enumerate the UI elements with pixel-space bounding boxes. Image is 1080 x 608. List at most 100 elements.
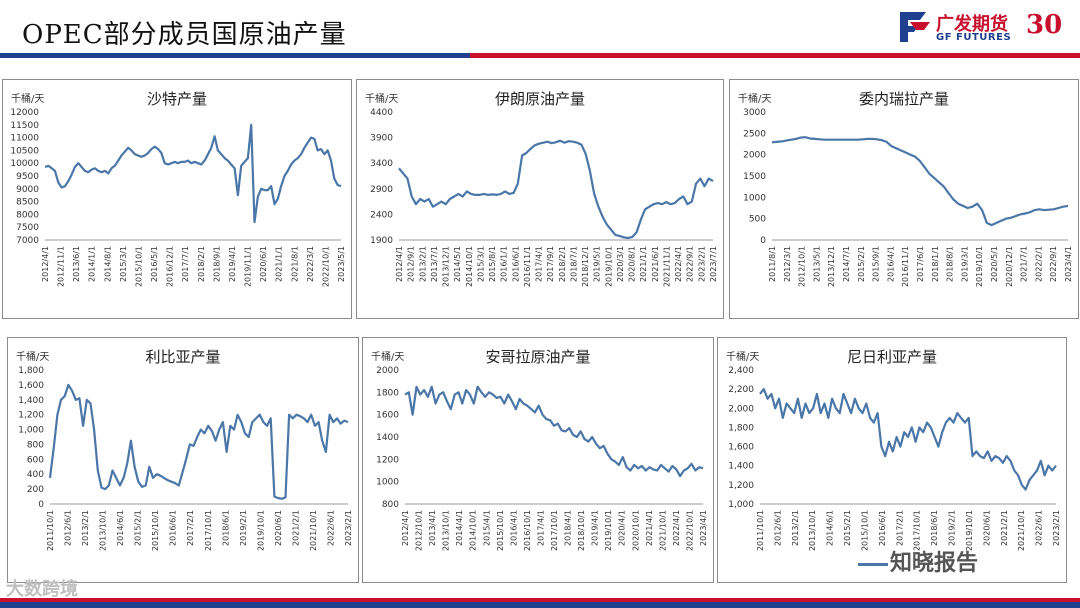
y-tick-label: 2400 bbox=[370, 210, 393, 220]
x-tick-label: 2021/2/1 bbox=[291, 510, 300, 546]
x-tick-label: 2016/6/1 bbox=[878, 510, 887, 546]
chart-title: 沙特产量 bbox=[146, 90, 207, 108]
x-tick-label: 2017/2/1 bbox=[895, 510, 904, 546]
chart-panel-saudi: 千桶/天 沙特产量 7000 7500 8000 8500 9000 9500 10000 105… bbox=[2, 79, 352, 319]
series-line bbox=[44, 123, 342, 224]
x-tick-label: 2019/5/1 bbox=[593, 246, 602, 282]
x-tick-label: 2017/10/1 bbox=[204, 510, 213, 551]
x-tick-label: 2019/4/1 bbox=[591, 510, 600, 546]
header-rule-blue bbox=[0, 53, 720, 58]
x-tick-label: 2012/4/1 bbox=[401, 510, 410, 546]
x-tick-label: 2016/6/1 bbox=[169, 510, 178, 546]
x-tick-label: 2012/6/1 bbox=[64, 510, 73, 546]
x-tick-label: 2015/10/1 bbox=[151, 510, 160, 551]
y-tick-label: 1500 bbox=[743, 172, 766, 182]
x-tick-label: 2013/10/1 bbox=[442, 510, 451, 551]
chart-panel-angola: 千桶/天 安哥拉原油产量 800 1000 1200 1400 1600 1800 2000 20… bbox=[362, 337, 714, 583]
unit-label: 千桶/天 bbox=[365, 94, 399, 105]
y-tick-label: 1800 bbox=[376, 388, 399, 398]
chart-title: 利比亚产量 bbox=[145, 348, 221, 366]
x-tick-label: 2021/10/1 bbox=[1017, 510, 1026, 551]
chart-title: 伊朗原油产量 bbox=[494, 90, 585, 108]
y-tick-label: 1,000 bbox=[18, 426, 44, 436]
y-tick-label: 12000 bbox=[10, 108, 39, 118]
x-tick-label: 2016/11/1 bbox=[901, 246, 910, 287]
unit-label: 千桶/天 bbox=[16, 352, 50, 363]
x-tick-label: 2021/10/1 bbox=[658, 510, 667, 551]
y-tick-label: 1,000 bbox=[728, 500, 754, 510]
x-tick-label: 2020/12/1 bbox=[1005, 246, 1014, 287]
x-tick-label: 2019/3/1 bbox=[960, 246, 969, 282]
y-tick-label: 1,400 bbox=[728, 462, 754, 472]
y-tick-label: 1900 bbox=[370, 236, 393, 246]
x-tick-label: 2015/3/1 bbox=[476, 246, 485, 282]
y-tick-label: 3000 bbox=[743, 108, 766, 118]
x-tick-label: 2014/8/1 bbox=[103, 246, 112, 282]
chart-svg: 1,000 1,200 1,400 1,600 1,800 2,000 2,200 2,400… bbox=[728, 366, 1061, 551]
x-tick-label: 2012/4/1 bbox=[41, 246, 50, 282]
y-tick-label: 10000 bbox=[10, 159, 39, 169]
series-line bbox=[759, 387, 1057, 491]
x-tick-label: 2022/4/1 bbox=[674, 246, 683, 282]
chart-title: 委内瑞拉产量 bbox=[858, 90, 949, 108]
x-tick-label: 2015/2/1 bbox=[857, 246, 866, 282]
x-tick-label: 2012/3/1 bbox=[783, 246, 792, 282]
y-tick-label: 7000 bbox=[16, 236, 39, 246]
x-tick-label: 2011/10/1 bbox=[756, 510, 765, 551]
y-tick-label: 1000 bbox=[376, 478, 399, 488]
x-tick-label: 2013/6/1 bbox=[72, 246, 81, 282]
x-tick-label: 2017/4/1 bbox=[535, 246, 544, 282]
x-tick-label: 2014/10/1 bbox=[469, 510, 478, 551]
y-tick-label: 1,800 bbox=[18, 366, 44, 376]
x-tick-label: 2016/4/1 bbox=[886, 246, 895, 282]
y-tick-label: 200 bbox=[27, 485, 44, 495]
x-tick-label: 2019/2/1 bbox=[239, 510, 248, 546]
y-tick-label: 1,800 bbox=[728, 423, 754, 433]
x-tick-label: 2013/10/1 bbox=[99, 510, 108, 551]
chart-svg: 1900 2400 2900 3400 3900 4400 2012/4/1 2012/9/1… bbox=[370, 108, 718, 287]
x-tick-label: 2021/4/1 bbox=[645, 510, 654, 546]
x-tick-label: 2012/4/1 bbox=[395, 246, 404, 282]
x-tick-label: 2015/4/1 bbox=[482, 510, 491, 546]
x-tick-label: 2021/7/1 bbox=[1020, 246, 1029, 282]
gf-logo-icon bbox=[900, 12, 930, 42]
x-tick-label: 2013/7/1 bbox=[430, 246, 439, 282]
x-tick-label: 2022/9/1 bbox=[686, 246, 695, 282]
x-tick-label: 2019/10/1 bbox=[975, 246, 984, 287]
y-tick-label: 800 bbox=[27, 440, 44, 450]
x-tick-label: 2022/6/1 bbox=[326, 510, 335, 546]
x-tick-label: 2017/4/1 bbox=[536, 510, 545, 546]
x-tick-label: 2020/10/1 bbox=[631, 510, 640, 551]
x-tick-label: 2017/9/1 bbox=[546, 246, 555, 282]
x-tick-label: 2018/7/1 bbox=[569, 246, 578, 282]
x-tick-label: 2015/8/1 bbox=[488, 246, 497, 282]
x-tick-label: 2023/4/1 bbox=[699, 510, 708, 546]
y-tick-label: 2,400 bbox=[728, 366, 754, 376]
x-tick-label: 2013/12/1 bbox=[442, 246, 451, 287]
x-tick-label: 2013/2/1 bbox=[791, 510, 800, 546]
x-tick-label: 2016/11/1 bbox=[523, 246, 532, 287]
x-tick-label: 2020/6/1 bbox=[982, 510, 991, 546]
x-tick-label: 2013/4/1 bbox=[428, 510, 437, 546]
y-tick-label: 2000 bbox=[743, 151, 766, 161]
x-tick-label: 2018/6/1 bbox=[221, 510, 230, 546]
x-tick-label: 2015/9/1 bbox=[872, 246, 881, 282]
x-tick-label: 2016/4/1 bbox=[509, 510, 518, 546]
x-tick-label: 2022/10/1 bbox=[685, 510, 694, 551]
x-tick-label: 2023/4/1 bbox=[1064, 246, 1073, 282]
x-tick-label: 2020/6/1 bbox=[259, 246, 268, 282]
x-tick-label: 2015/2/1 bbox=[134, 510, 143, 546]
x-tick-label: 2012/11/1 bbox=[57, 246, 66, 287]
x-tick-label: 2021/6/1 bbox=[651, 246, 660, 282]
x-tick-label: 2016/10/1 bbox=[523, 510, 532, 551]
y-tick-label: 600 bbox=[27, 455, 44, 465]
chart-svg: 7000 7500 8000 8500 9000 9500 10000 10500 11000 1… bbox=[10, 108, 346, 287]
x-tick-label: 2018/2/1 bbox=[197, 246, 206, 282]
footer-rule-red bbox=[0, 598, 1080, 602]
y-tick-label: 11000 bbox=[10, 134, 39, 144]
chart-panel-nigeria: 千桶/天 尼日利亚产量 1,000 1,200 1,400 1,600 1,800 2,000… bbox=[717, 337, 1067, 583]
x-tick-label: 2023/5/1 bbox=[337, 246, 346, 282]
x-tick-label: 2018/9/1 bbox=[212, 246, 221, 282]
y-tick-label: 800 bbox=[382, 500, 399, 510]
y-tick-label: 500 bbox=[749, 215, 766, 225]
